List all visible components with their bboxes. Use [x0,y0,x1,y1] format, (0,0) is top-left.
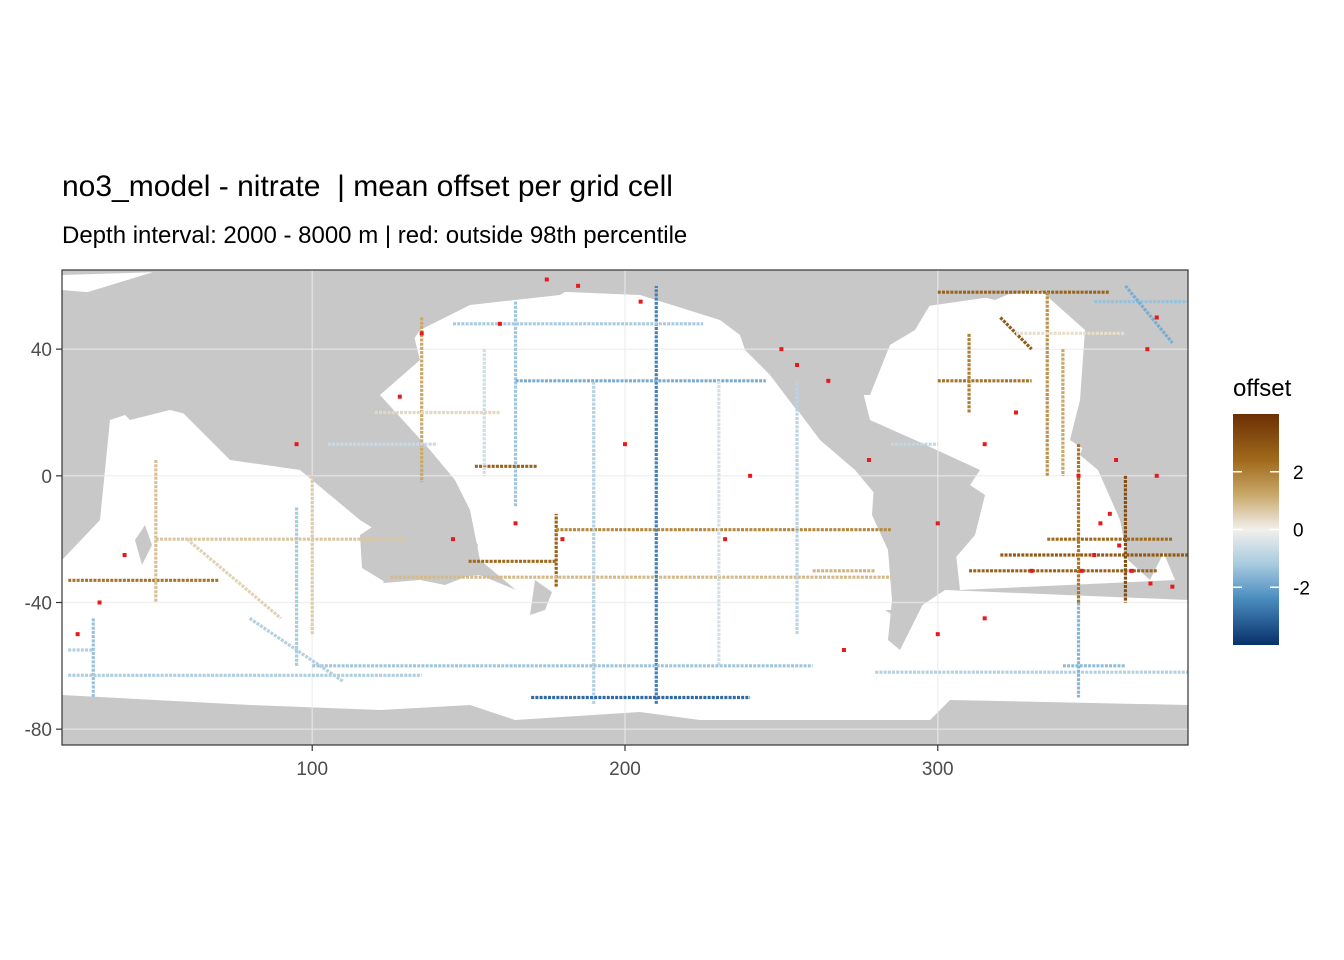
africa [1080,395,1188,580]
outlier-cell [982,442,987,447]
outlier-cell [122,553,127,557]
outlier-cell [1145,347,1150,352]
outlier-cell [723,537,728,542]
x-tick-label: 100 [296,759,328,780]
land-masses [62,270,1188,745]
legend-label: -2 [1293,578,1310,599]
outlier-cell [779,347,784,352]
eurasia [62,270,600,440]
outlier-cell [935,632,940,637]
outlier-cell [1129,568,1134,573]
legend-label: 2 [1293,463,1304,484]
outlier-cell [1076,473,1081,478]
legend-label: 0 [1293,521,1304,542]
x-tick-label: 200 [609,759,641,780]
outlier-cell [544,277,549,282]
outlier-cell [1029,568,1034,573]
australia [360,510,478,585]
outlier-cell [1092,553,1097,557]
new-zealand [530,580,552,615]
europe [1090,290,1188,400]
outlier-cell [576,283,581,288]
track-37 [999,316,1033,351]
outlier-cell [1154,315,1159,320]
legend-title: offset [1233,375,1292,402]
outlier-cell [497,321,502,326]
outlier-cell [513,521,518,526]
outlier-cell [841,648,846,652]
legend: offset 2 0 -2 [1233,375,1310,645]
data-tracks [68,284,1188,704]
legend-ticks: 2 0 -2 [1233,463,1310,599]
outlier-cell [1117,543,1122,548]
outlier-cell [397,394,402,399]
outlier-cell [450,537,455,542]
outlier-cell [623,442,627,447]
madagascar [135,525,152,565]
outlier-cell [1148,581,1153,586]
y-tick-label: 40 [31,340,52,361]
track-42 [1124,284,1174,344]
map-panel [61,269,1189,746]
outlier-cells [75,277,1175,652]
outlier-cell [75,632,80,637]
outlier-cell [1107,511,1112,516]
y-tick-label: -40 [25,594,52,615]
outlier-cell [419,331,424,336]
x-tick-label: 300 [922,759,954,780]
outlier-cell [982,616,987,621]
atlantic-ocean [860,290,1175,590]
track-21 [248,617,345,683]
axes: 100 200 300 -80 -40 0 40 [25,340,954,780]
y-tick-label: 0 [41,467,52,488]
outlier-cell [1170,584,1175,589]
north-america [620,270,960,470]
plot-subtitle: Depth interval: 2000 - 8000 m | red: out… [62,222,688,249]
outlier-cell [1098,521,1103,526]
south-america [872,455,985,650]
y-tick-label: -80 [25,720,52,741]
outlier-cell [294,442,299,447]
outlier-cell [1079,568,1084,573]
outlier-cell [1154,473,1159,478]
outlier-cell [795,363,800,367]
outlier-cell [1013,410,1018,415]
outlier-cell [866,458,871,462]
outlier-cell [826,378,831,383]
plot-title: no3_model - nitrate | mean offset per gr… [62,170,673,203]
track-24 [186,537,282,620]
grid-lines [62,270,1188,745]
outlier-cell [748,473,753,478]
outlier-cell [638,299,643,304]
outlier-cell [97,600,102,605]
outlier-cell [1114,458,1119,462]
outlier-cell [935,521,940,526]
outlier-cell [560,537,565,542]
